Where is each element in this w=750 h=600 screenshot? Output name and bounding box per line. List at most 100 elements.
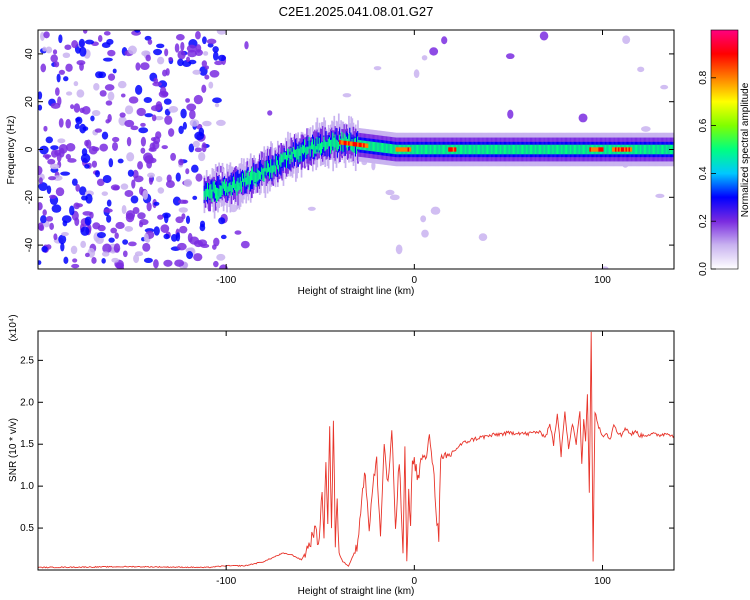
spectrogram-peak-cell bbox=[611, 147, 615, 152]
spectrogram-ridge-cell bbox=[287, 148, 289, 161]
spectrogram-noise-cell bbox=[97, 224, 106, 232]
spectrogram-noise-cell bbox=[106, 38, 114, 45]
spectrogram-noise-cell bbox=[143, 96, 153, 103]
spectrogram-ridge-cell bbox=[538, 144, 541, 155]
spectrogram-noise-cell bbox=[128, 241, 137, 247]
snr-x-label: Height of straight line (km) bbox=[298, 586, 415, 597]
spectrogram-peak-cell bbox=[345, 140, 348, 146]
spectrogram-noise-cell bbox=[194, 147, 203, 153]
spectrogram-ridge-cell bbox=[341, 136, 344, 155]
spectrogram-ridge-cell bbox=[342, 138, 345, 152]
spectrogram-noise-cell bbox=[43, 125, 48, 132]
spectrogram-peak-cell bbox=[449, 147, 452, 152]
spectrogram-ridge-cell bbox=[208, 189, 210, 198]
spectrogram-peak-cell bbox=[593, 147, 597, 152]
spectrogram-ridge-cell bbox=[235, 183, 237, 192]
spectrogram-ridge-cell bbox=[544, 144, 547, 155]
spectrogram-ridge-cell bbox=[458, 144, 461, 155]
spectrogram-noise-cell bbox=[161, 145, 168, 150]
spectrogram-peak-cell bbox=[351, 141, 354, 147]
spectrogram-noise-cell bbox=[43, 31, 50, 39]
spectrogram-noise-cell bbox=[143, 257, 153, 264]
spectrogram-ridge-cell bbox=[307, 146, 310, 154]
spectrogram-noise-cell bbox=[71, 178, 78, 186]
spectrogram-ridge-cell bbox=[309, 145, 312, 157]
spectrogram-peak-cell bbox=[623, 147, 627, 152]
spectrogram-ridge-cell bbox=[425, 144, 428, 155]
spectrogram-noise-cell bbox=[48, 176, 56, 181]
spectrogram-noise-cell bbox=[124, 190, 134, 197]
spectrogram-peak-cell bbox=[601, 147, 604, 152]
spectrogram-ridge-cell bbox=[658, 144, 661, 155]
spectrogram-noise-cell bbox=[73, 202, 80, 210]
spectrogram-noise-cell bbox=[150, 137, 157, 142]
spectrogram-ridge-cell bbox=[344, 134, 347, 143]
spectrogram-noise-cell bbox=[52, 175, 63, 181]
spectrogram-noise-cell bbox=[172, 196, 181, 206]
spectrogram-noise-cell bbox=[130, 125, 139, 131]
spectrogram-ridge-cell bbox=[337, 141, 340, 150]
spectrogram-noise-cell bbox=[38, 260, 42, 265]
spectrogram-noise-cell bbox=[101, 191, 109, 196]
spectrogram-ridge-cell bbox=[350, 142, 353, 151]
spectrogram-ridge-cell bbox=[244, 170, 246, 183]
spectrogram-ridge-cell bbox=[381, 142, 384, 153]
spectrogram-ridge-cell bbox=[637, 144, 639, 155]
spectrogram-ridge-cell bbox=[502, 144, 505, 155]
spectrogram-ridge-cell bbox=[446, 144, 449, 155]
spectrogram-ridge-cell bbox=[211, 189, 214, 203]
spectrogram-ridge-cell bbox=[556, 144, 559, 155]
spectrogram-ridge-cell bbox=[275, 157, 278, 178]
spectrogram-ridge-cell bbox=[657, 144, 660, 155]
spectrogram-noise-cell bbox=[157, 214, 164, 220]
spectrogram-ridge-cell bbox=[553, 144, 556, 155]
spectrogram-ridge-cell bbox=[378, 142, 381, 153]
spectrogram-ridge-cell bbox=[606, 144, 609, 155]
spectrogram-ridge-cell bbox=[570, 144, 573, 155]
spectrogram-noise-cell bbox=[122, 239, 129, 245]
spectrogram-ridge-cell bbox=[530, 144, 533, 155]
spectrogram-ridge-cell bbox=[648, 144, 651, 155]
spectrogram-noise-cell bbox=[94, 128, 103, 133]
spectrogram-peak-cell bbox=[406, 147, 409, 152]
snr-x-tick-label: 100 bbox=[594, 576, 611, 587]
spectrogram-ridge-cell bbox=[298, 148, 301, 163]
spectrogram-ridge-cell bbox=[664, 144, 666, 155]
spectrogram-noise-cell bbox=[38, 165, 43, 176]
spectrogram-noise-cell bbox=[601, 266, 609, 269]
spectrogram-ridge-cell bbox=[341, 131, 344, 145]
spectrogram-ridge-cell bbox=[258, 170, 261, 180]
spectrogram-noise-cell bbox=[163, 233, 170, 240]
spectrogram-noise-cell bbox=[153, 226, 160, 236]
spectrogram-ridge-cell bbox=[264, 161, 267, 172]
spectrogram-noise-cell bbox=[208, 81, 214, 89]
spectrogram-ridge-cell bbox=[290, 148, 293, 160]
spectrogram-noise-cell bbox=[152, 81, 162, 87]
spectrogram-peak-cell bbox=[613, 147, 616, 152]
spectrogram-noise-cell bbox=[110, 227, 118, 234]
spectrogram-peak-cell bbox=[448, 147, 451, 152]
spectrogram-ridge-cell bbox=[241, 173, 244, 182]
spectrogram-ridge-cell bbox=[577, 144, 579, 155]
spectrogram-ridge-cell bbox=[299, 144, 302, 156]
spectrogram-noise-cell bbox=[178, 199, 187, 204]
spectrogram-ridge-cell bbox=[240, 181, 243, 193]
spectrogram-ridge-cell bbox=[500, 144, 503, 155]
spectrogram-ridge-cell bbox=[305, 147, 307, 158]
spectrogram-ridge-cell bbox=[244, 176, 246, 194]
spectrogram-noise-cell bbox=[189, 119, 200, 127]
spectrogram-peak-cell bbox=[614, 147, 618, 152]
spectrogram-noise-cell bbox=[234, 230, 242, 235]
spectrogram-ridge-cell bbox=[281, 154, 284, 163]
spectrogram-ridge-cell bbox=[542, 144, 544, 155]
spectrogram-ridge-cell bbox=[571, 144, 574, 155]
spectrogram-ridge-cell bbox=[459, 144, 462, 155]
spectrogram-noise-cell bbox=[65, 63, 73, 72]
spectrogram-noise-cell bbox=[96, 231, 106, 239]
spectrogram-noise-cell bbox=[139, 186, 144, 196]
spectrogram-ridge-cell bbox=[550, 144, 552, 155]
spectrogram-ridge-cell bbox=[302, 145, 305, 155]
spectrogram-ridge-cell bbox=[388, 143, 391, 154]
spectrogram-x-tick-label: -100 bbox=[216, 275, 236, 286]
